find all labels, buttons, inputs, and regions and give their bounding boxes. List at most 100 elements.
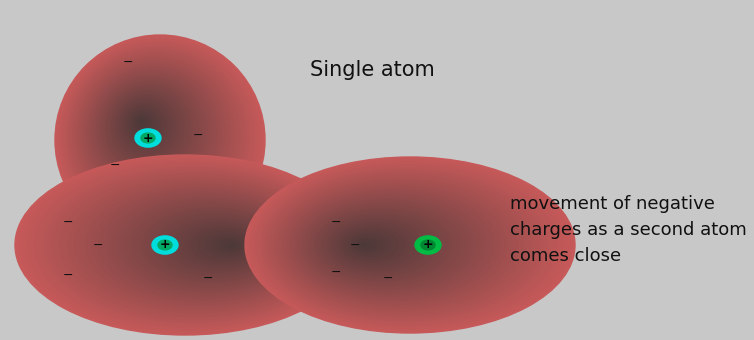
Ellipse shape: [103, 82, 197, 177]
Ellipse shape: [225, 242, 238, 249]
Ellipse shape: [293, 192, 491, 298]
Ellipse shape: [115, 95, 178, 158]
Ellipse shape: [112, 92, 183, 163]
Ellipse shape: [129, 109, 158, 138]
Ellipse shape: [415, 236, 441, 254]
Text: −: −: [123, 55, 133, 68]
Ellipse shape: [135, 129, 161, 147]
Ellipse shape: [208, 235, 247, 255]
Ellipse shape: [91, 72, 213, 192]
Text: −: −: [93, 238, 103, 252]
Ellipse shape: [26, 159, 349, 330]
Ellipse shape: [63, 42, 254, 234]
Ellipse shape: [305, 201, 470, 289]
Ellipse shape: [266, 172, 538, 318]
Ellipse shape: [326, 218, 430, 272]
Ellipse shape: [329, 220, 425, 270]
Ellipse shape: [316, 210, 449, 280]
Ellipse shape: [154, 212, 277, 278]
Ellipse shape: [167, 218, 269, 272]
Ellipse shape: [121, 101, 170, 151]
Ellipse shape: [88, 185, 314, 305]
Ellipse shape: [118, 99, 173, 154]
Ellipse shape: [64, 175, 327, 315]
Ellipse shape: [297, 195, 483, 294]
Ellipse shape: [133, 114, 152, 132]
Ellipse shape: [113, 195, 300, 294]
Ellipse shape: [257, 166, 554, 324]
Ellipse shape: [268, 175, 533, 316]
Ellipse shape: [108, 193, 303, 297]
Ellipse shape: [45, 167, 339, 323]
Ellipse shape: [137, 206, 287, 284]
Ellipse shape: [102, 191, 306, 299]
Ellipse shape: [127, 107, 161, 141]
Ellipse shape: [251, 162, 565, 328]
Ellipse shape: [308, 203, 464, 287]
Ellipse shape: [306, 202, 467, 288]
Ellipse shape: [18, 156, 354, 334]
Ellipse shape: [274, 179, 523, 311]
Ellipse shape: [342, 228, 403, 261]
Ellipse shape: [303, 200, 472, 290]
Ellipse shape: [189, 227, 257, 263]
Ellipse shape: [184, 225, 260, 265]
Ellipse shape: [352, 236, 385, 254]
Ellipse shape: [290, 190, 496, 300]
Ellipse shape: [328, 219, 428, 271]
Text: +: +: [143, 132, 153, 144]
Ellipse shape: [118, 98, 175, 155]
Ellipse shape: [343, 230, 401, 260]
Ellipse shape: [136, 117, 147, 127]
Ellipse shape: [109, 89, 188, 168]
Ellipse shape: [285, 187, 504, 303]
Ellipse shape: [358, 241, 374, 250]
Ellipse shape: [76, 56, 234, 214]
Ellipse shape: [136, 116, 149, 129]
Ellipse shape: [151, 211, 278, 279]
Ellipse shape: [133, 113, 154, 134]
Ellipse shape: [135, 204, 288, 286]
Ellipse shape: [95, 75, 207, 188]
Ellipse shape: [94, 188, 311, 302]
Ellipse shape: [340, 227, 406, 262]
Ellipse shape: [70, 50, 244, 223]
Ellipse shape: [53, 171, 333, 319]
Ellipse shape: [227, 243, 236, 247]
Ellipse shape: [81, 61, 228, 208]
Ellipse shape: [32, 162, 346, 328]
Ellipse shape: [267, 173, 535, 317]
Ellipse shape: [270, 176, 530, 314]
Ellipse shape: [127, 201, 293, 289]
Ellipse shape: [62, 41, 256, 236]
Ellipse shape: [58, 38, 260, 240]
Ellipse shape: [162, 216, 272, 274]
Ellipse shape: [320, 213, 440, 277]
Ellipse shape: [106, 86, 192, 172]
Ellipse shape: [85, 65, 222, 202]
Ellipse shape: [114, 94, 179, 160]
Ellipse shape: [273, 178, 525, 312]
Ellipse shape: [78, 181, 320, 309]
Ellipse shape: [131, 112, 155, 135]
Ellipse shape: [170, 219, 268, 271]
Ellipse shape: [317, 211, 446, 279]
Ellipse shape: [282, 185, 509, 306]
Ellipse shape: [192, 228, 256, 262]
Ellipse shape: [60, 39, 259, 239]
Ellipse shape: [34, 163, 345, 327]
Ellipse shape: [126, 106, 163, 143]
Ellipse shape: [71, 51, 242, 222]
Text: −: −: [203, 272, 213, 285]
Ellipse shape: [56, 172, 332, 318]
Ellipse shape: [67, 47, 248, 228]
Ellipse shape: [121, 199, 296, 291]
Ellipse shape: [88, 68, 217, 197]
Ellipse shape: [66, 176, 326, 313]
Ellipse shape: [333, 222, 419, 268]
Ellipse shape: [37, 164, 343, 326]
Ellipse shape: [55, 35, 265, 245]
Text: −: −: [350, 238, 360, 252]
Ellipse shape: [287, 188, 501, 302]
Ellipse shape: [348, 233, 393, 257]
